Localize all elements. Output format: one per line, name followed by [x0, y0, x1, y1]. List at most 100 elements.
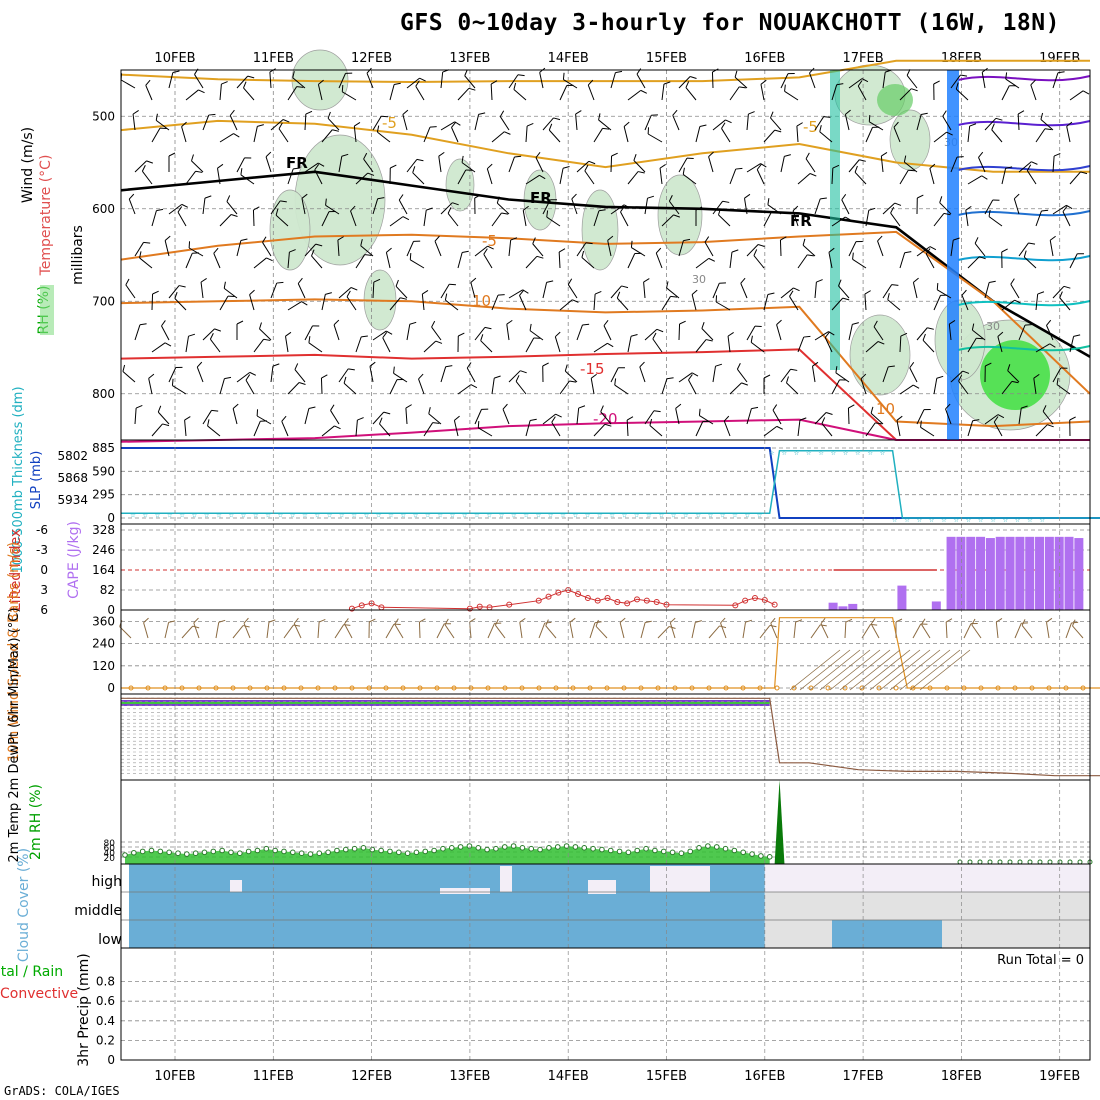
wind-barb-flag	[426, 207, 433, 211]
wind-barb-flag	[909, 362, 915, 369]
wind-speed-marker	[434, 685, 440, 691]
wind-barb	[598, 113, 612, 131]
wind-barb-shaft	[320, 377, 323, 395]
wind-barb	[870, 406, 884, 425]
date-label-top: 13FEB	[449, 51, 490, 66]
wind-barb-flag	[888, 365, 895, 368]
wind-barb	[168, 203, 189, 215]
wind-barb	[161, 320, 170, 341]
wind-barb-shaft	[161, 325, 170, 341]
rh2m-marker	[1027, 859, 1033, 865]
cloud-gap	[588, 880, 616, 894]
wind-barb-flag	[672, 109, 678, 116]
wind-speed-marker	[672, 685, 678, 691]
wind-speed-tick: 240	[92, 637, 115, 651]
thickness-marker: ☆	[659, 510, 665, 520]
wind-barb-shaft	[712, 119, 726, 131]
wind-barb	[311, 249, 323, 269]
wind-barb-shaft	[993, 421, 1003, 437]
wind-barb	[304, 406, 316, 425]
wind-barb-shaft	[575, 114, 578, 131]
li-axis-label: Lifted Index	[8, 529, 24, 611]
wind-barb-shaft	[253, 421, 261, 437]
wind-barb-flag	[318, 162, 325, 167]
wind-barb-flag	[244, 157, 252, 159]
wind-barb-flag	[139, 323, 147, 326]
wind-speed-marker	[247, 685, 253, 691]
wind10m-barb	[344, 618, 353, 639]
wind-barb-flag	[1031, 161, 1038, 165]
wind-speed-marker	[740, 685, 746, 691]
wind-barb-flag	[653, 410, 661, 413]
wind-barb-shaft	[912, 282, 918, 299]
wind-barb-flag	[859, 159, 866, 162]
wind-barb-shaft	[134, 242, 144, 257]
wind-barb	[786, 376, 799, 395]
isotherm-5	[120, 230, 1091, 395]
rh2m-marker	[245, 848, 252, 855]
wind-barb-shaft	[567, 284, 578, 299]
wind-barb-flag	[198, 89, 205, 94]
wind-barb	[729, 249, 739, 269]
wind-barb	[729, 86, 746, 101]
wind-barb	[333, 319, 340, 341]
wind-barb-flag	[572, 299, 579, 303]
wind-barb-shaft	[491, 378, 495, 395]
wind-barb	[780, 73, 795, 89]
wind-barb	[852, 252, 867, 269]
wind-barb-shaft	[1018, 161, 1032, 173]
wind-barb-shaft	[415, 86, 425, 101]
wind-barb-flag	[623, 204, 631, 209]
wind-barb-flag	[480, 334, 484, 341]
wind-barb	[395, 279, 408, 299]
wind-barb-flag	[164, 235, 171, 241]
wind-barb-flag	[1005, 72, 1008, 80]
rh2m-marker	[175, 850, 181, 857]
wind-barb	[916, 327, 934, 341]
wind-barb-shaft	[256, 415, 272, 425]
wind-barb	[259, 322, 272, 341]
wind10m-barb	[1065, 621, 1079, 639]
thickness-tick: 5802	[57, 449, 88, 463]
wind10m-barb-cluster	[889, 649, 941, 691]
wind-barb-flag	[434, 235, 440, 242]
wind-barb	[991, 123, 1003, 143]
wind-barb-shaft	[789, 296, 799, 311]
wind-barb-shaft	[763, 294, 769, 311]
rh-shading	[657, 174, 703, 256]
li-marker	[506, 601, 513, 608]
wind-barb	[848, 159, 866, 173]
wind-barb-flag	[188, 333, 196, 337]
rh2m-marker	[1077, 859, 1083, 865]
wind-barb	[232, 403, 239, 425]
wind-barb	[474, 194, 481, 215]
wind-barb-shaft	[643, 282, 646, 299]
precip-tick: 0	[107, 1053, 115, 1067]
wind-barb	[1069, 416, 1076, 437]
wind-barb	[338, 153, 349, 173]
wind-barb-shaft	[925, 253, 935, 269]
wind-barb	[525, 255, 544, 269]
wind-barb	[164, 235, 171, 257]
wind-barb-shaft	[756, 169, 765, 185]
precip-axis-label: 3hr Precip (mm)	[76, 953, 92, 1066]
wind-barb-shaft	[603, 325, 612, 341]
wind-barb	[200, 277, 207, 299]
cold-isotherm	[957, 255, 1091, 262]
wind10m-barb-flag	[870, 618, 876, 625]
wind-barb-flag	[682, 167, 685, 175]
wind-barb-flag	[275, 208, 279, 216]
wind-barb-shaft	[644, 198, 648, 215]
wind-barb	[308, 336, 323, 353]
wind-barb	[525, 123, 534, 143]
wind-barb-shaft	[281, 421, 289, 437]
rh2m-marker	[766, 854, 773, 860]
wind-speed-marker	[213, 685, 219, 691]
wind-barb-flag	[924, 409, 931, 411]
wind-barb	[1001, 248, 1008, 269]
wind-barb-shaft	[402, 114, 408, 131]
wind-barb	[848, 78, 869, 89]
rh-shading-high	[877, 84, 913, 116]
cold-isotherm	[957, 345, 1091, 352]
wind-barb-flag	[379, 417, 383, 425]
